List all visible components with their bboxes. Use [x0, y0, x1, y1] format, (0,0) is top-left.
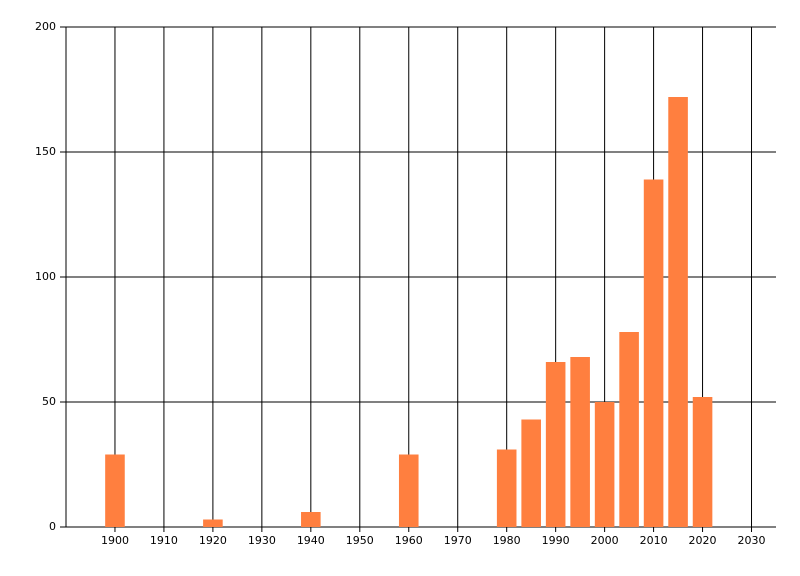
- bar: [105, 454, 125, 527]
- bar: [570, 357, 590, 527]
- x-tick-label: 1920: [199, 534, 227, 547]
- y-tick-label: 150: [35, 145, 56, 158]
- y-tick-label: 200: [35, 20, 56, 33]
- x-tick-label: 1960: [395, 534, 423, 547]
- x-tick-label: 2030: [738, 534, 766, 547]
- x-tick-label: 1980: [493, 534, 521, 547]
- y-tick-label: 0: [49, 520, 56, 533]
- x-tick-label: 2010: [640, 534, 668, 547]
- bar: [203, 519, 223, 527]
- y-tick-label: 100: [35, 270, 56, 283]
- x-tick-label: 1930: [248, 534, 276, 547]
- bar: [496, 449, 517, 527]
- x-tick-label: 1970: [444, 534, 472, 547]
- x-tick-label: 2000: [591, 534, 619, 547]
- bar: [643, 179, 664, 527]
- bar: [692, 397, 713, 527]
- y-tick-label: 50: [42, 395, 56, 408]
- x-tick-label: 1910: [150, 534, 178, 547]
- x-tick-label: 1990: [542, 534, 570, 547]
- bar: [594, 402, 615, 527]
- bar: [521, 419, 541, 527]
- x-tick-label: 1900: [101, 534, 129, 547]
- x-tick-label: 2020: [689, 534, 717, 547]
- bar: [619, 332, 639, 527]
- bar: [398, 454, 419, 527]
- bar: [301, 512, 321, 527]
- x-tick-label: 1940: [297, 534, 325, 547]
- bar: [545, 362, 566, 527]
- x-tick-label: 1950: [346, 534, 374, 547]
- bar: [668, 97, 688, 527]
